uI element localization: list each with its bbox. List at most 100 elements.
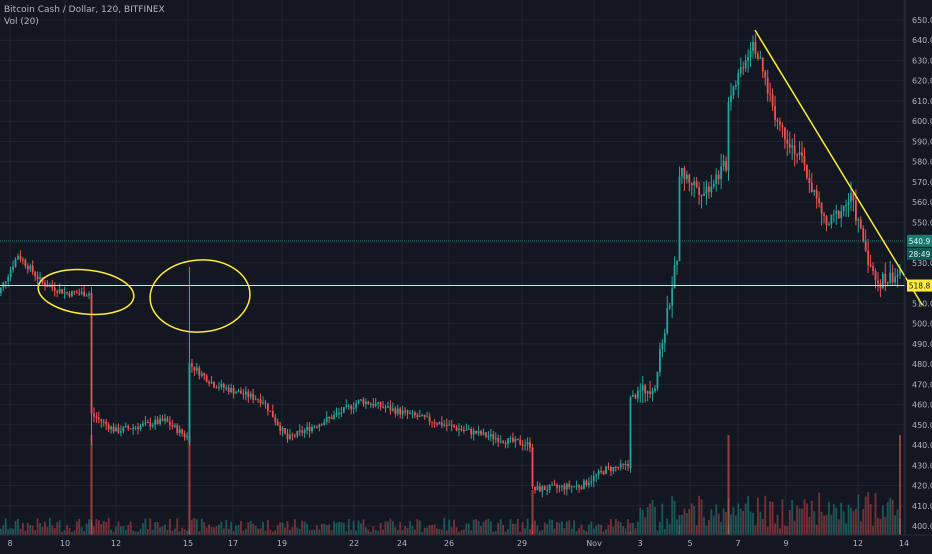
- volume-bar: [636, 521, 639, 535]
- volume-bar: [889, 497, 892, 535]
- candle-body: [889, 272, 892, 283]
- volume-bar: [708, 520, 710, 535]
- candle-body: [418, 415, 421, 417]
- time-tick-label: Nov: [586, 539, 602, 548]
- volume-bar: [705, 525, 708, 535]
- candle-body: [536, 486, 539, 490]
- volume-bar: [703, 516, 705, 535]
- current-price-label-bg: [907, 234, 932, 247]
- volume-bar: [622, 526, 625, 535]
- volume-bar: [617, 521, 620, 535]
- candle-body: [622, 463, 625, 465]
- candle-body: [886, 282, 889, 284]
- volume-bar: [639, 507, 642, 535]
- candle-body: [377, 402, 380, 404]
- volume-bar: [654, 506, 656, 535]
- volume-bar: [301, 520, 304, 535]
- volume-bar: [458, 531, 460, 535]
- volume-bar: [149, 518, 152, 535]
- volume-bar: [573, 520, 576, 535]
- volume-bar: [536, 525, 539, 535]
- volume-bar: [489, 521, 492, 535]
- candle-body: [71, 291, 73, 297]
- candle-body: [63, 291, 66, 294]
- volume-bar: [480, 526, 482, 535]
- volume-bar: [683, 508, 686, 535]
- candle-body: [455, 427, 458, 431]
- candle-body: [619, 463, 622, 468]
- volume-bar: [139, 528, 142, 535]
- price-tick-label: 500.0: [912, 320, 932, 329]
- candle-body: [519, 440, 522, 445]
- candle-body: [453, 425, 455, 428]
- volume-bar: [335, 522, 338, 535]
- price-axis[interactable]: 650.0 640.0 630.0 620.0 610.0 600.0 590.0 580.0…: [904, 0, 932, 535]
- candle-body: [34, 272, 37, 277]
- volume-indicator-label[interactable]: Vol (20): [4, 17, 39, 27]
- volume-bar: [548, 519, 551, 535]
- candle-body: [200, 373, 203, 376]
- candle-body: [600, 471, 602, 473]
- volume-bar: [470, 530, 473, 535]
- volume-bar: [73, 530, 76, 535]
- volume-bar: [580, 524, 583, 535]
- candle-body: [66, 291, 68, 294]
- candle-body: [627, 463, 629, 466]
- volume-bar: [93, 526, 95, 535]
- volume-bar: [754, 525, 757, 535]
- volume-bar: [352, 520, 355, 535]
- volume-bar: [134, 531, 137, 535]
- candle-body: [796, 154, 798, 156]
- volume-bar: [592, 528, 595, 535]
- candle-body: [26, 265, 29, 270]
- candle-body: [411, 412, 414, 414]
- candle-body: [382, 406, 384, 408]
- candle-body: [303, 430, 306, 433]
- symbol-title[interactable]: Bitcoin Cash / Dollar, 120, BITFINEX: [4, 5, 165, 15]
- candle-body: [124, 426, 127, 428]
- candle-body: [828, 224, 830, 226]
- volume-bar: [659, 521, 661, 535]
- candle-body: [9, 269, 12, 277]
- volume-bar: [715, 504, 718, 535]
- volume-bar: [169, 519, 171, 535]
- candle-body: [426, 416, 429, 418]
- volume-bar: [766, 526, 769, 535]
- candle-body: [636, 390, 639, 399]
- candle-body: [798, 152, 801, 155]
- volume-bar: [75, 521, 78, 535]
- candle-body: [443, 424, 446, 426]
- candle-body: [813, 190, 816, 193]
- candle-body: [899, 269, 901, 276]
- volume-bar: [634, 528, 637, 535]
- candle-body: [460, 428, 463, 431]
- candle-body: [612, 466, 615, 472]
- candle-body: [467, 428, 470, 430]
- candle-body: [747, 56, 749, 61]
- candle-body: [749, 50, 752, 57]
- volume-bar: [798, 508, 801, 535]
- current-price-label: 540.9: [909, 237, 931, 246]
- volume-bar: [524, 528, 527, 535]
- volume-bar: [845, 523, 847, 535]
- candle-body: [19, 255, 22, 260]
- candle-body: [705, 186, 708, 194]
- candle-body: [298, 430, 301, 432]
- volume-bar: [298, 529, 301, 535]
- drawn-level-label: 518.8: [909, 282, 931, 291]
- volume-bar: [585, 531, 588, 535]
- time-axis[interactable]: 8 10 12 15 17 19 22 24 26 29 Nov 3 5 7 9 12 14: [0, 534, 932, 548]
- candle-body: [857, 219, 860, 221]
- candle-body: [712, 183, 715, 187]
- candle-body: [558, 486, 561, 488]
- volume-bar: [781, 499, 784, 535]
- volume-bar: [391, 521, 394, 535]
- candle-body: [335, 413, 338, 415]
- candle-body: [872, 266, 874, 271]
- volume-bar: [460, 529, 463, 535]
- candle-body: [742, 67, 745, 69]
- volume-bar: [551, 520, 553, 535]
- candle-body: [58, 289, 61, 293]
